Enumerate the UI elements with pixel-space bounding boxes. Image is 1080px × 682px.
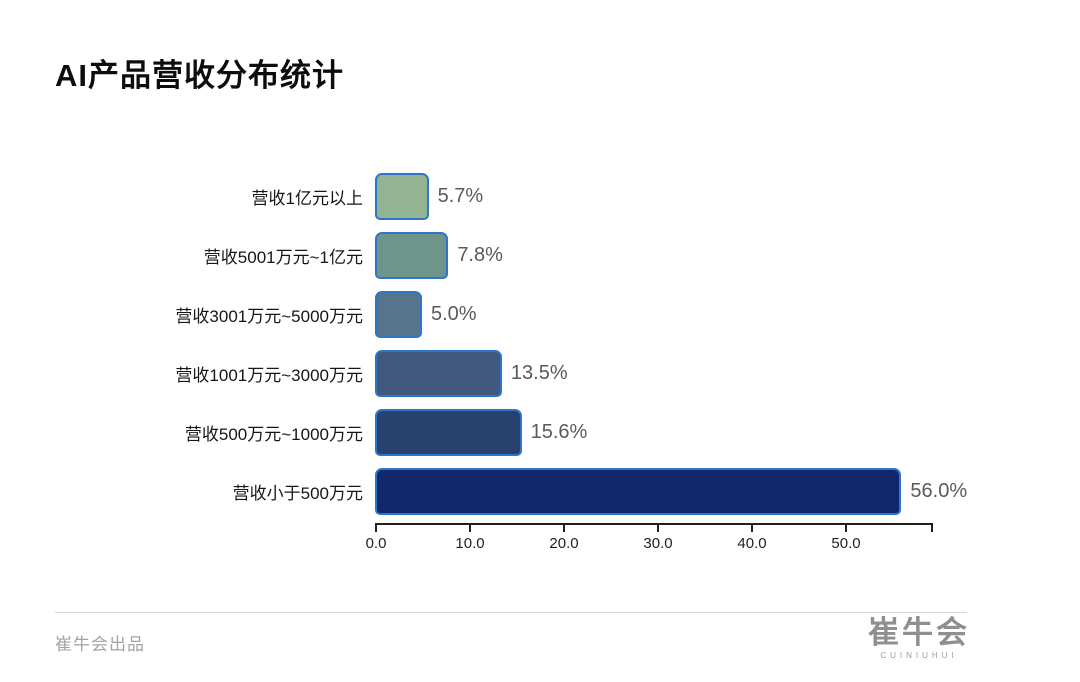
category-label: 营收500万元~1000万元	[184, 425, 363, 444]
bar	[375, 232, 449, 279]
x-axis-tick	[657, 525, 659, 532]
bar-zone: 13.5%	[375, 350, 1080, 397]
value-label: 15.6%	[530, 421, 588, 443]
category-label: 营收5001万元~1亿元	[203, 248, 363, 267]
x-axis-tick-label: 10.0	[455, 535, 485, 552]
category-label: 营收1001万元~3000万元	[175, 366, 363, 385]
bar-zone: 5.7%	[375, 173, 1080, 220]
bar-zone: 15.6%	[375, 409, 1080, 456]
logo-text: 崔牛会	[868, 615, 970, 650]
value-label: 5.0%	[431, 303, 477, 325]
value-label: 7.8%	[457, 244, 503, 266]
x-axis-tick-label: 30.0	[643, 535, 673, 552]
x-axis-line	[375, 523, 933, 525]
x-axis-tick-label: 0.0	[365, 535, 387, 552]
cuiniuhui-logo: 崔牛会 CUINIUHUI	[868, 615, 970, 661]
logo-subtext: CUINIUHUI	[880, 651, 958, 661]
category-label: 营收3001万元~5000万元	[175, 307, 363, 326]
chart-row: 营收1亿元以上 5.7%	[0, 167, 1080, 226]
footer-divider	[55, 612, 967, 613]
bar	[375, 173, 429, 220]
bar	[375, 468, 902, 515]
page-title: AI产品营收分布统计	[55, 58, 344, 93]
bar	[375, 350, 502, 397]
x-axis-end-tick	[931, 525, 933, 532]
x-axis-tick-label: 40.0	[737, 535, 767, 552]
x-axis-tick	[845, 525, 847, 532]
x-axis-tick	[563, 525, 565, 532]
value-label: 13.5%	[510, 362, 568, 384]
chart-row: 营收1001万元~3000万元 13.5%	[0, 344, 1080, 403]
category-label: 营收小于500万元	[232, 484, 363, 503]
bar-zone: 5.0%	[375, 291, 1080, 338]
bar	[375, 291, 422, 338]
footer-credit: 崔牛会出品	[55, 635, 145, 654]
value-label: 5.7%	[437, 185, 484, 207]
x-axis-tick-label: 50.0	[831, 535, 861, 552]
chart-row: 营收5001万元~1亿元 7.8%	[0, 226, 1080, 285]
chart-row: 营收500万元~1000万元 15.6%	[0, 403, 1080, 462]
bar-zone: 7.8%	[375, 232, 1080, 279]
x-axis-tick-label: 20.0	[549, 535, 579, 552]
bar	[375, 409, 522, 456]
x-axis-tick	[469, 525, 471, 532]
value-label: 56.0%	[910, 480, 968, 502]
x-axis-tick	[375, 525, 377, 532]
category-label: 营收1亿元以上	[251, 189, 363, 208]
bar-zone: 56.0%	[375, 468, 1080, 515]
x-axis-tick	[751, 525, 753, 532]
bar-chart: 营收1亿元以上 5.7% 营收5001万元~1亿元 7.8% 营收3001万元~…	[0, 167, 1080, 521]
chart-row: 营收小于500万元 56.0%	[0, 462, 1080, 521]
chart-row: 营收3001万元~5000万元 5.0%	[0, 285, 1080, 344]
